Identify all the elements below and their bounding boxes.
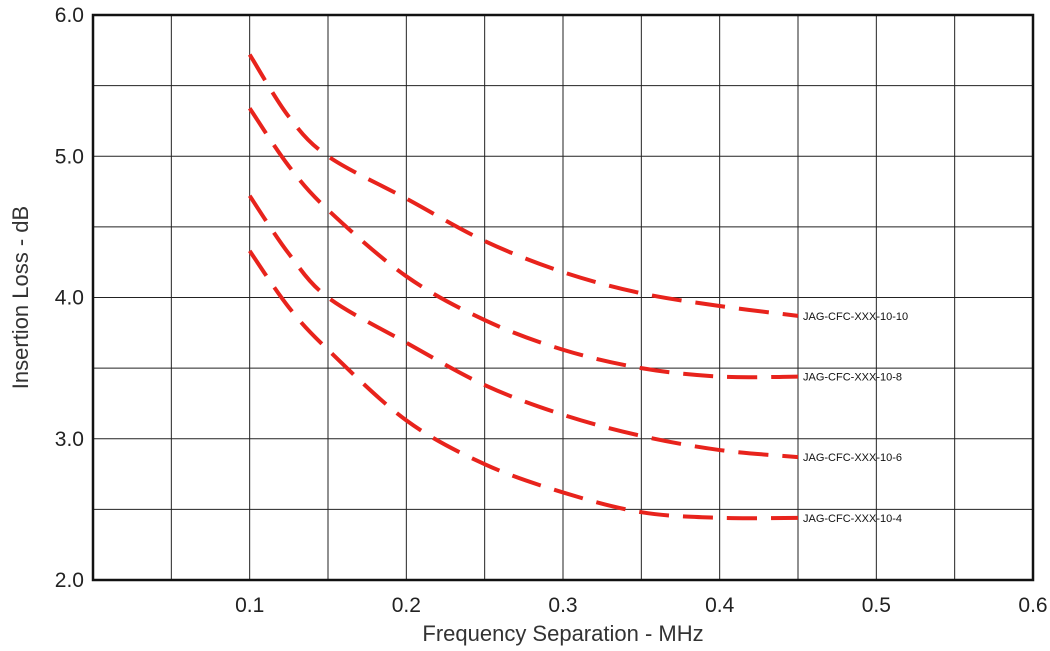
y-tick-label: 3.0 [55,428,84,451]
x-axis-label: Frequency Separation - MHz [422,621,703,646]
series-label: JAG-CFC-XXX-10-4 [803,513,902,525]
x-tick-label: 0.2 [392,594,421,617]
x-tick-label: 0.4 [705,594,735,617]
y-tick-label: 4.0 [55,287,84,310]
y-tick-label: 2.0 [55,569,84,592]
series-line-3 [248,194,799,460]
plot-border [91,13,1035,582]
y-tick-labels: 2.0 3.0 4.0 5.0 6.0 [55,4,84,592]
series-labels: JAG-CFC-XXX-10-10 JAG-CFC-XXX-10-8 JAG-CFC… [803,311,908,525]
series-line-4 [248,249,799,521]
y-axis-label: Insertion Loss - dB [8,206,33,389]
series-label: JAG-CFC-XXX-10-6 [803,452,902,464]
series-line-2 [248,107,799,380]
x-tick-labels: 0.1 0.2 0.3 0.4 0.5 0.6 [235,594,1048,617]
x-tick-label: 0.5 [862,594,891,617]
x-tick-label: 0.3 [548,594,577,617]
x-tick-label: 0.1 [235,594,264,617]
series-line-1 [247,53,799,318]
curves [247,53,799,521]
x-tick-label: 0.6 [1018,594,1047,617]
series-label: JAG-CFC-XXX-10-8 [803,372,902,384]
y-tick-label: 5.0 [55,145,84,168]
y-tick-label: 6.0 [55,4,84,27]
grid [93,15,1033,580]
series-label: JAG-CFC-XXX-10-10 [803,311,908,323]
